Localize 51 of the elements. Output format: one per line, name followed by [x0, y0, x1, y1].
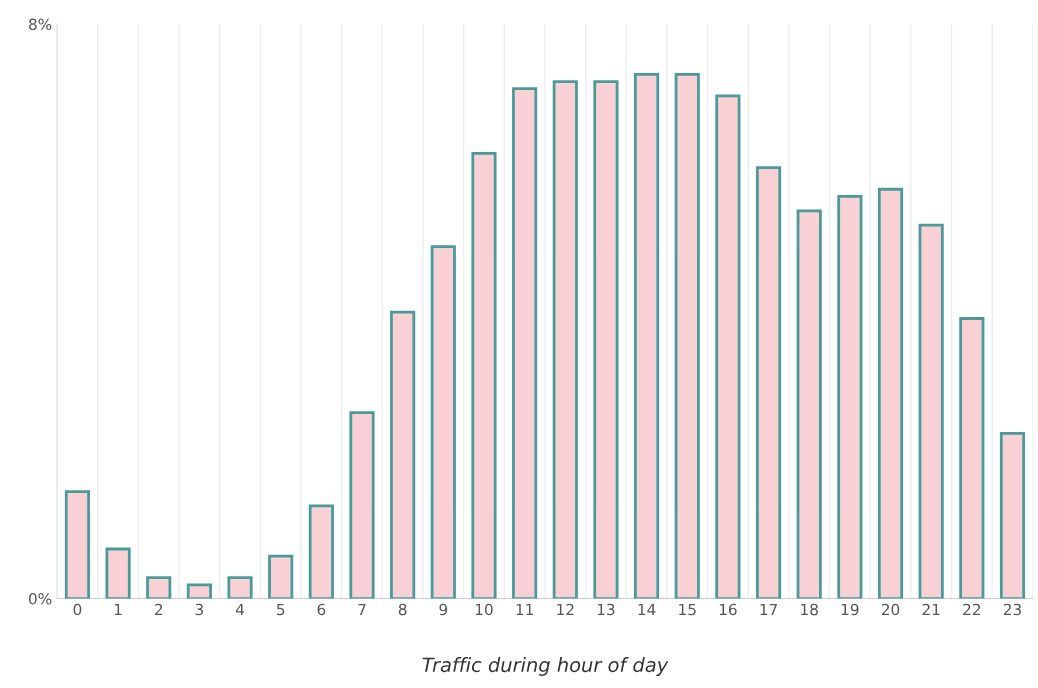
x-tick-label: 11 [516, 603, 533, 616]
bar [268, 554, 294, 599]
x-tick-label: 0 [73, 603, 82, 616]
bar [308, 504, 334, 599]
x-tick-label: 9 [439, 603, 448, 616]
bar [349, 411, 375, 599]
x-tick-label: 20 [881, 603, 900, 616]
x-tick-label: 12 [557, 603, 574, 616]
bar [512, 87, 538, 599]
bar [796, 209, 822, 599]
x-tick-label: 8 [398, 603, 407, 616]
x-tick-label: 10 [475, 603, 493, 616]
bar [634, 72, 660, 599]
bar [674, 72, 700, 599]
x-tick-label: 7 [358, 603, 366, 616]
bar [227, 576, 253, 599]
bar [471, 151, 497, 599]
bar [877, 187, 904, 599]
x-tick-label: 16 [719, 603, 737, 616]
x-tick-label: 3 [195, 603, 204, 616]
bar [430, 245, 456, 599]
bar [715, 94, 741, 599]
bar [64, 490, 90, 599]
bar [146, 576, 172, 599]
x-tick-label: 22 [963, 603, 981, 616]
bar [999, 432, 1026, 599]
x-tick-label: 1 [114, 603, 122, 616]
bar [552, 80, 578, 599]
x-tick-label: 15 [679, 603, 696, 616]
y-tick-label: 8% [29, 18, 52, 31]
bar [755, 166, 782, 599]
x-tick-label: 17 [760, 603, 777, 616]
bar [918, 223, 944, 599]
x-tick-label: 5 [277, 603, 285, 616]
y-tick-label: 0% [29, 593, 52, 605]
bar [390, 310, 416, 599]
x-tick-label: 14 [638, 603, 656, 616]
x-tick-label: 13 [597, 603, 615, 616]
x-tick-label: 19 [841, 603, 859, 616]
x-axis-title: Traffic during hour of day [422, 657, 669, 676]
bar [959, 317, 985, 599]
x-tick-label: 23 [1003, 603, 1021, 616]
bar [186, 583, 212, 599]
bar [837, 195, 863, 599]
x-tick-label: 18 [801, 603, 818, 616]
x-tick-label: 2 [154, 603, 163, 616]
bar [105, 547, 131, 599]
x-tick-label: 6 [317, 603, 326, 616]
bar [593, 80, 619, 599]
x-tick-label: 21 [922, 603, 940, 616]
x-tick-label: 4 [235, 603, 245, 616]
